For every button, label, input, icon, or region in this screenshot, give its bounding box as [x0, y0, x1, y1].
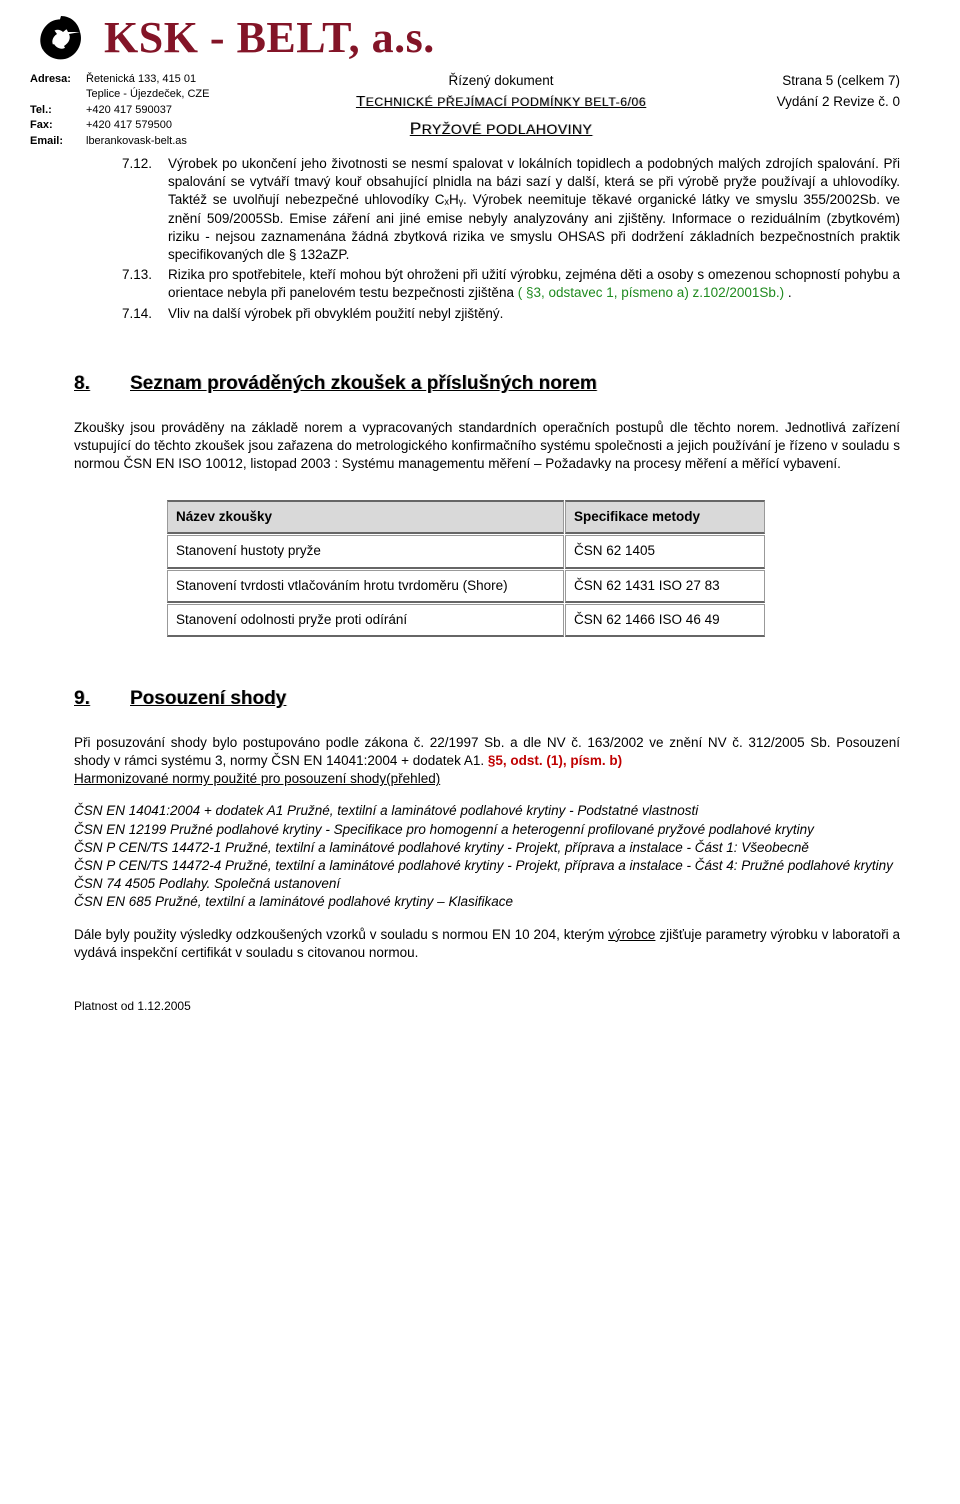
fax-label: Fax: [30, 118, 86, 133]
cell: Stanovení hustoty pryže [167, 535, 564, 568]
addr-line2: Teplice - Újezdeček, CZE [86, 87, 246, 102]
th-spec: Specifikace metody [565, 500, 765, 534]
section-8-intro: Zkoušky jsou prováděny na základě norem … [74, 419, 900, 474]
page-number: Strana 5 (celkem 7) [700, 72, 900, 90]
email-label: Email: [30, 134, 86, 149]
table-row: Stanovení tvrdosti vtlačováním hrotu tvr… [167, 570, 765, 603]
norm-item: ČSN P CEN/TS 14472-1 Pružné, textilní a … [74, 839, 900, 857]
rizeny-dokument: Řízený dokument [302, 72, 700, 90]
section-num: 9. [74, 686, 130, 712]
logo-row: KSK - BELT, a.s. [30, 10, 900, 66]
document-header: KSK - BELT, a.s. Adresa: Tel.: Fax: Emai… [30, 10, 900, 149]
footer-platnost: Platnost od 1.12.2005 [74, 998, 900, 1014]
cell: Stanovení odolnosti pryže proti odírání [167, 604, 564, 637]
norm-item: ČSN EN 14041:2004 + dodatek A1 Pružné, t… [74, 802, 900, 820]
cell: ČSN 62 1431 ISO 27 83 [565, 570, 765, 603]
norm-item: ČSN EN 12199 Pružné podlahové krytiny - … [74, 821, 900, 839]
cell: ČSN 62 1405 [565, 535, 765, 568]
section-9-p2: Dále byly použity výsledky odzkoušených … [74, 926, 900, 962]
item-num: 7.12. [122, 155, 168, 264]
tel-value: +420 417 590037 [86, 103, 246, 118]
item-7-13: 7.13. Rizika pro spotřebitele, kteří moh… [122, 266, 900, 302]
spec-table: Název zkoušky Specifikace metody Stanove… [166, 499, 766, 638]
table-row: Stanovení hustoty pryže ČSN 62 1405 [167, 535, 765, 568]
item-7-12: 7.12. Výrobek po ukončení jeho životnost… [122, 155, 900, 264]
section-num: 8. [74, 371, 130, 397]
addr-line1: Řetenická 133, 415 01 [86, 72, 246, 87]
vydani: Vydání 2 Revize č. 0 [700, 93, 900, 111]
item-text: Vliv na další výrobek při obvyklém použi… [168, 305, 900, 323]
cell: ČSN 62 1466 ISO 46 49 [565, 604, 765, 637]
item-num: 7.14. [122, 305, 168, 323]
norms-list: ČSN EN 14041:2004 + dodatek A1 Pružné, t… [74, 802, 900, 911]
section-title: Seznam prováděných zkoušek a příslušných… [130, 371, 597, 397]
item-7-14: 7.14. Vliv na další výrobek při obvyklém… [122, 305, 900, 323]
item-num: 7.13. [122, 266, 168, 302]
th-name: Název zkoušky [167, 500, 564, 534]
green-ref: ( §3, odstavec 1, písmeno a) z.102/2001S… [518, 285, 784, 300]
addr-label: Adresa: [30, 72, 86, 87]
section-9-heading: 9. Posouzení shody [74, 686, 900, 712]
item-text: Rizika pro spotřebitele, kteří mohou být… [168, 266, 900, 302]
red-ref: §5, odst. (1), písm. b) [488, 753, 622, 768]
item-text: Výrobek po ukončení jeho životnosti se n… [168, 155, 900, 264]
tel-label: Tel.: [30, 103, 86, 118]
fax-value: +420 417 579500 [86, 118, 246, 133]
tech-line: TECHNICKÉ PŘEJÍMACÍ PODMÍNKY BELT-6/06 [302, 92, 700, 112]
doc-meta: Řízený dokument Strana 5 (celkem 7) TECH… [302, 72, 900, 141]
table-row: Stanovení odolnosti pryže proti odírání … [167, 604, 765, 637]
pryz-line: PRYŽOVÉ PODLAHOVINY [302, 118, 700, 141]
section-8-heading: 8. Seznam prováděných zkoušek a příslušn… [74, 371, 900, 397]
email-value: lberankovask-belt.as [86, 134, 246, 149]
cell: Stanovení tvrdosti vtlačováním hrotu tvr… [167, 570, 564, 603]
vyrobce-underline: výrobce [608, 927, 655, 942]
section-9-p1: Při posuzování shody bylo postupováno po… [74, 734, 900, 789]
norm-item: ČSN 74 4505 Podlahy. Společná ustanovení [74, 875, 900, 893]
norm-item: ČSN EN 685 Pružné, textilní a laminátové… [74, 893, 900, 911]
company-logo-icon [30, 10, 92, 66]
item-list-7: 7.12. Výrobek po ukončení jeho životnost… [122, 155, 900, 323]
norm-item: ČSN P CEN/TS 14472-4 Pružné, textilní a … [74, 857, 900, 875]
harmonized-heading: Harmonizované normy použité pro posouzen… [74, 771, 440, 786]
company-name: KSK - BELT, a.s. [104, 16, 435, 60]
section-title: Posouzení shody [130, 686, 286, 712]
